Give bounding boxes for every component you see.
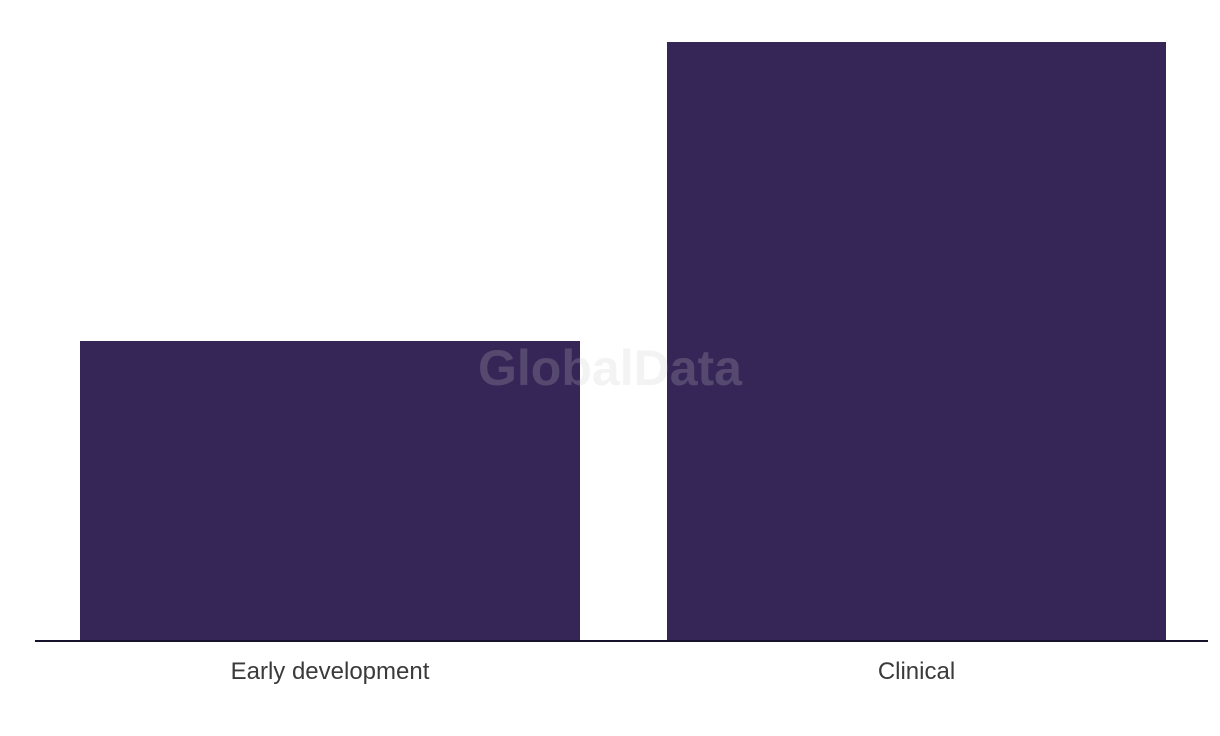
category-label-clinical: Clinical — [877, 658, 956, 685]
bar-clinical — [667, 42, 1166, 640]
category-label-early-development: Early development — [230, 658, 430, 685]
bar-early-development — [80, 341, 580, 640]
x-axis-line — [35, 640, 1208, 642]
